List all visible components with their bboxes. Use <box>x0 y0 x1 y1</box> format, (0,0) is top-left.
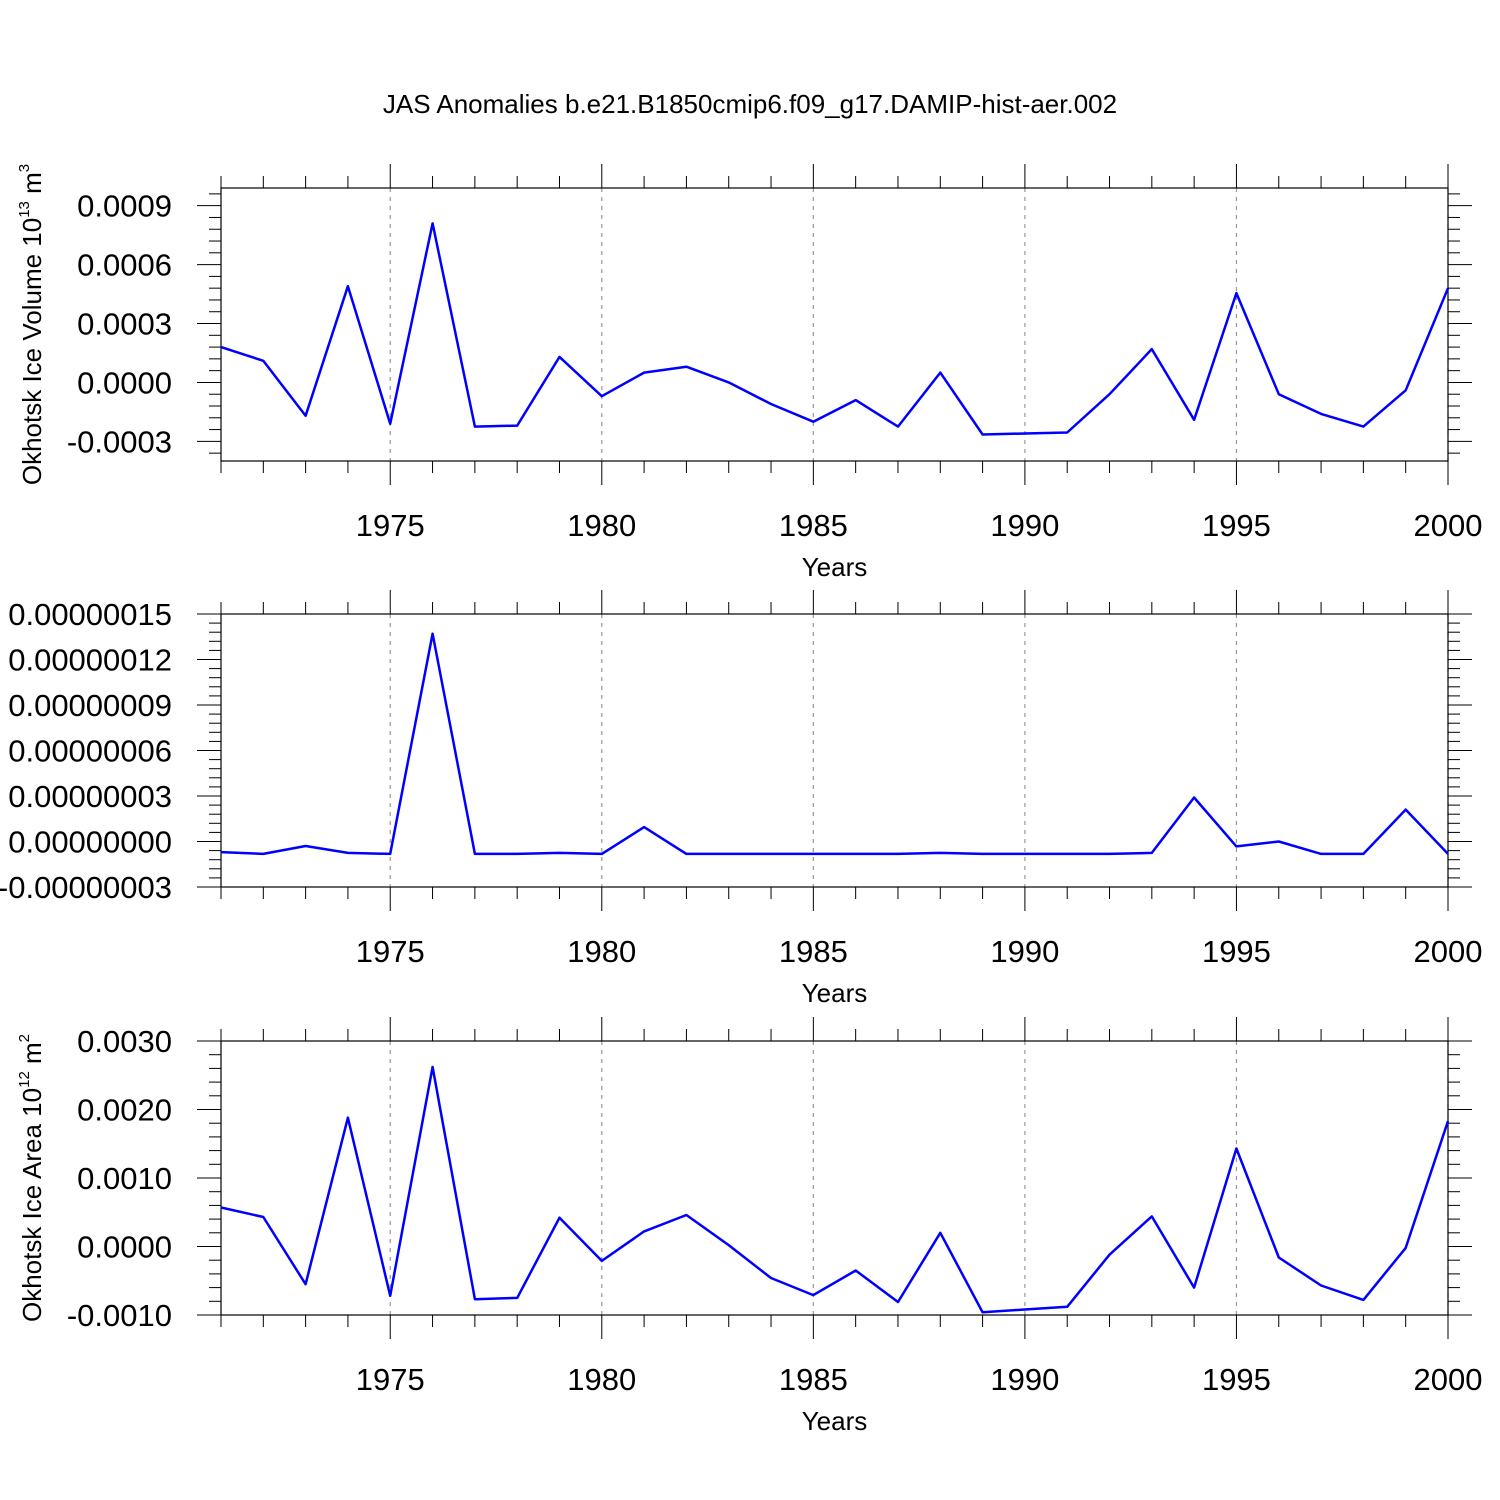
y-axis-label: Okhotsk Ice Volume 1013 m3 <box>16 164 47 485</box>
x-tick-label: 1975 <box>356 934 425 969</box>
x-tick-label: 1990 <box>990 1362 1059 1397</box>
x-tick-label: 1990 <box>990 934 1059 969</box>
panels: -0.0003 0.0000 0.0003 0.0006 0.0009 1975 1980 1… <box>0 164 1482 1436</box>
x-axis-label: Years <box>802 1406 868 1436</box>
series-line <box>220 222 1450 436</box>
y-tick-label: -0.00000003 <box>0 870 172 905</box>
panel-1: -0.0003 0.0000 0.0003 0.0006 0.0009 1975 1980 1… <box>16 164 1482 582</box>
y-tick-label: -0.0010 <box>67 1298 172 1333</box>
panel-3: -0.0010 0.0000 0.0010 0.0020 0.0030 1975 1980 1… <box>16 1017 1482 1436</box>
x-tick-label: 1985 <box>779 508 848 543</box>
y-tick-label: 0.0020 <box>77 1093 172 1128</box>
y-tick-label: 0.00000000 <box>8 825 172 860</box>
x-tick-label: 1995 <box>1202 934 1271 969</box>
x-tick-label: 2000 <box>1414 508 1483 543</box>
x-tick-label: 1995 <box>1202 1362 1271 1397</box>
x-tick-label: 1980 <box>567 934 636 969</box>
y-tick-label: 0.0000 <box>77 1230 172 1265</box>
x-tick-label: 1990 <box>990 508 1059 543</box>
chart-title: JAS Anomalies b.e21.B1850cmip6.f09_g17.D… <box>383 89 1117 119</box>
y-tick-label: 0.0003 <box>77 307 172 342</box>
x-axis-label: Years <box>802 552 868 582</box>
series-line <box>220 632 1449 856</box>
series-line <box>220 1065 1450 1314</box>
y-axis-label: Okhotsk Ice Area 1012 m2 <box>16 1034 47 1322</box>
plot-frame <box>220 187 1449 462</box>
y-tick-label: 0.0006 <box>77 248 172 283</box>
y-tick-label: 0.00000006 <box>8 734 172 769</box>
y-tick-label: 0.0030 <box>77 1024 172 1059</box>
x-axis-label: Years <box>802 978 868 1008</box>
panel-2: -0.00000003 0.00000000 0.00000003 0.0000000… <box>0 590 1482 1008</box>
x-tick-label: 1995 <box>1202 508 1271 543</box>
x-tick-label: 1985 <box>779 1362 848 1397</box>
x-tick-label: 1980 <box>567 508 636 543</box>
x-tick-label: 2000 <box>1414 934 1483 969</box>
y-tick-label: 0.00000015 <box>8 597 172 632</box>
y-tick-label: 0.0000 <box>77 365 172 400</box>
y-tick-label: 0.00000009 <box>8 688 172 723</box>
x-tick-label: 1980 <box>567 1362 636 1397</box>
y-tick-label: 0.00000012 <box>8 643 172 678</box>
x-tick-label: 2000 <box>1414 1362 1483 1397</box>
y-tick-label: -0.0003 <box>67 424 172 459</box>
plot-frame <box>220 1040 1449 1316</box>
y-tick-label: 0.00000003 <box>8 779 172 814</box>
y-tick-label: 0.0009 <box>77 189 172 224</box>
y-tick-label: 0.0010 <box>77 1161 172 1196</box>
x-tick-label: 1975 <box>356 1362 425 1397</box>
x-tick-label: 1975 <box>356 508 425 543</box>
x-tick-label: 1985 <box>779 934 848 969</box>
plot-frame <box>220 613 1449 888</box>
